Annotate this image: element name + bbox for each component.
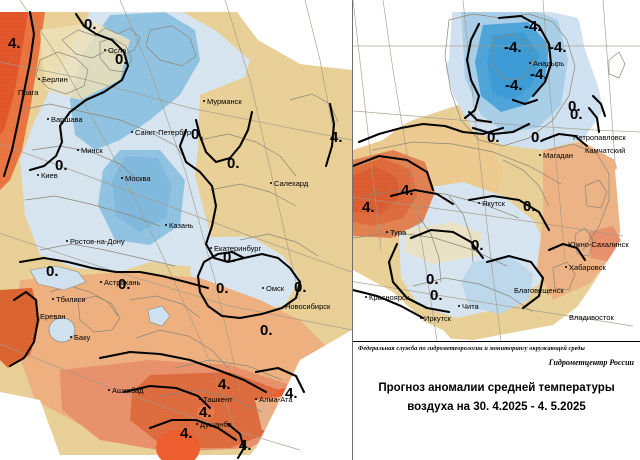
map-west-graphic bbox=[0, 0, 352, 460]
map-panel-west bbox=[0, 0, 353, 460]
center-line: Гидрометцентр России bbox=[548, 358, 634, 367]
caption-block: Федеральная служба по гидрометеорологии … bbox=[353, 341, 640, 460]
title-line-1: Прогноз аномалии средней температуры bbox=[378, 382, 615, 394]
title-line-2: воздуха на 30. 4.2025 - 4. 5.2025 bbox=[407, 401, 586, 413]
agency-line: Федеральная служба по гидрометеорологии … bbox=[358, 345, 585, 352]
map-east-graphic bbox=[353, 0, 640, 341]
